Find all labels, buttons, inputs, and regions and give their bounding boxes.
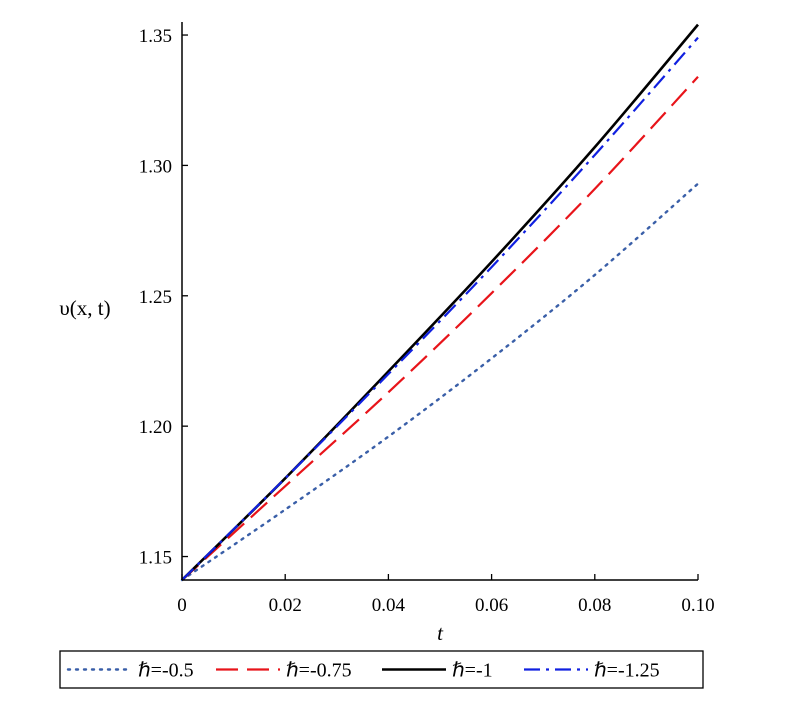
series-line-1 [181, 76, 699, 581]
legend-label-2: ℏ=-1 [452, 660, 493, 682]
x-tick-label: 0 [177, 595, 187, 616]
y-tick-label: 1.35 [139, 26, 172, 47]
legend-label-0: ℏ=-0.5 [138, 660, 194, 682]
plot-area [180, 23, 700, 582]
y-axis: 1.15 1.20 1.25 1.30 1.35 [139, 22, 188, 580]
x-tick-label: 0.02 [269, 595, 302, 616]
series-line-2 [181, 23, 699, 581]
legend-label-1: ℏ=-0.75 [286, 660, 352, 682]
y-tick-label: 1.25 [139, 287, 172, 308]
x-axis: 0 0.02 0.04 0.06 0.08 0.10 [177, 574, 715, 616]
legend: ℏ=-0.5 ℏ=-0.75 ℏ=-1 ℏ=-1.25 [59, 650, 704, 689]
x-tick-label: 0.08 [578, 595, 611, 616]
series-line-3 [181, 36, 699, 581]
legend-box [59, 650, 704, 689]
x-axis-label: t [437, 621, 444, 645]
y-tick-label: 1.30 [139, 156, 172, 177]
series-line-0 [180, 182, 700, 582]
legend-label-3: ℏ=-1.25 [594, 660, 660, 682]
x-tick-label: 0.10 [681, 595, 714, 616]
x-tick-label: 0.06 [475, 595, 508, 616]
y-tick-label: 1.15 [139, 548, 172, 569]
x-tick-label: 0.04 [372, 595, 406, 616]
y-axis-label: υ(x, t) [59, 296, 110, 320]
y-tick-label: 1.20 [139, 417, 172, 438]
